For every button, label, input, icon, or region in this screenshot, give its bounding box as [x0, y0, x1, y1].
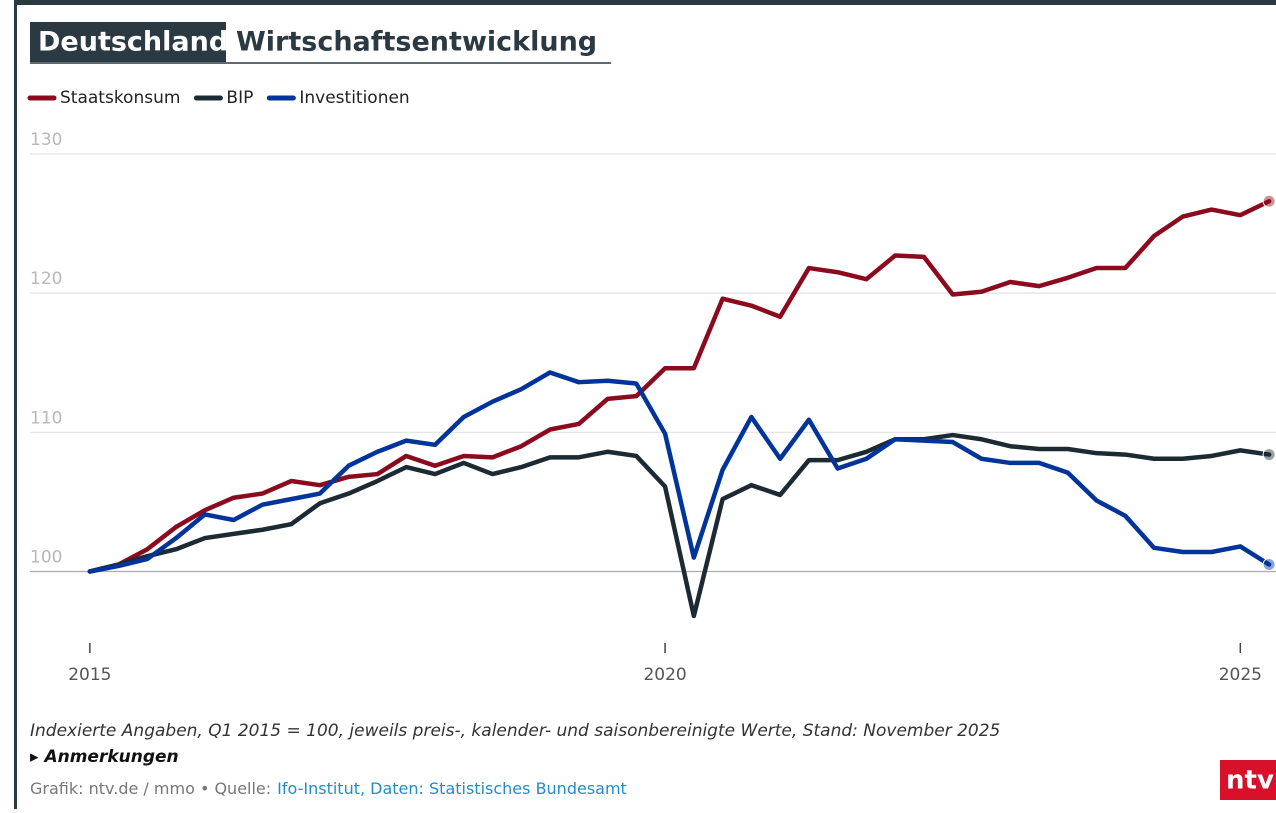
legend-label: Investitionen	[299, 88, 409, 108]
y-tick-label: 100	[30, 547, 62, 567]
y-tick-label: 120	[30, 269, 62, 289]
title-highlight: Deutschland	[38, 27, 228, 58]
source-prefix: Grafik: ntv.de / mmo • Quelle:	[30, 779, 271, 798]
y-tick-label: 130	[30, 130, 62, 150]
end-dot	[1262, 558, 1276, 572]
end-dot	[1262, 448, 1276, 462]
frame-top	[14, 0, 1276, 5]
logo: ntv	[1226, 766, 1274, 796]
note: Indexierte Angaben, Q1 2015 = 100, jewei…	[30, 721, 1000, 741]
legend-label: BIP	[226, 88, 253, 108]
legend-label: Staatskonsum	[60, 88, 180, 108]
title: Wirtschaftsentwicklung	[236, 27, 597, 58]
source: Grafik: ntv.de / mmo • Quelle: Ifo-Instit…	[30, 779, 627, 798]
legend: Staatskonsum BIP Investitionen	[27, 88, 410, 108]
y-tick-label: 110	[30, 408, 62, 428]
series-line	[87, 198, 1272, 574]
plot: 100 110 120 130 2015 2020 2025	[30, 130, 1276, 685]
end-dot	[1262, 194, 1276, 208]
x-tick-label: 2015	[68, 665, 111, 685]
title-box	[30, 22, 226, 62]
series-line	[87, 370, 1272, 574]
x-tick-label: 2025	[1219, 665, 1262, 685]
x-tick-label: 2020	[643, 665, 686, 685]
remarks[interactable]: ▸ Anmerkungen	[30, 747, 179, 767]
logo-box	[1220, 760, 1276, 800]
series-line	[87, 432, 1272, 619]
source-link[interactable]: Ifo-Institut, Daten: Statistisches Bunde…	[277, 779, 627, 798]
frame-left	[14, 0, 17, 809]
